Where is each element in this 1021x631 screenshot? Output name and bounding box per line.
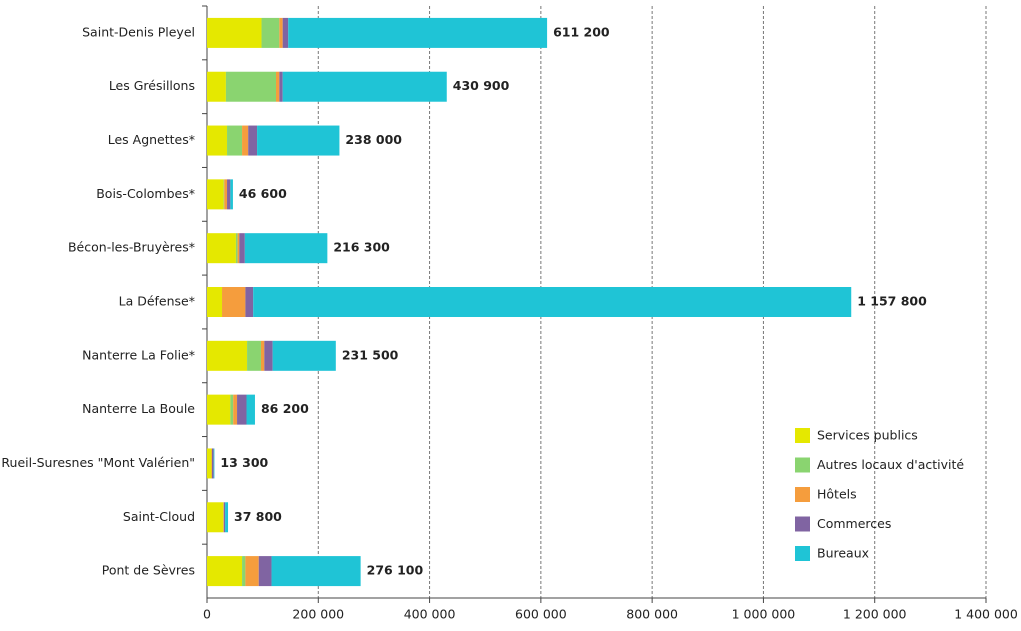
y-tick-label: Les Grésillons [109,78,195,93]
bar-segment [224,179,227,209]
bar-segment [214,448,215,478]
total-label: 46 600 [239,186,287,201]
bar-segment [207,126,227,156]
bar-segment [230,179,233,209]
legend-label: Autres locaux d'activité [817,457,964,472]
bar-segment [207,233,236,263]
bar-segment [223,502,224,532]
bar-segment [276,72,279,102]
bar-segment [245,556,258,586]
bar-segment [272,556,361,586]
total-label: 37 800 [234,509,282,524]
bar-segment [247,341,261,371]
total-label: 430 900 [453,78,510,93]
legend-swatch [795,458,810,473]
bar-segment [259,556,272,586]
y-tick-label: Saint-Cloud [123,509,195,524]
legend-swatch [795,517,810,532]
bar-segment [257,126,339,156]
y-tick-label: Bécon-les-Bruyères* [68,240,195,255]
x-tick-label: 1 000 000 [732,607,796,622]
bar-segment [212,448,214,478]
bar-segment [230,395,233,425]
total-label: 611 200 [553,24,610,39]
total-label: 13 300 [220,455,268,470]
y-tick-label: Pont de Sèvres [102,563,195,578]
bar-segment [207,502,223,532]
total-label: 86 200 [261,401,309,416]
total-label: 276 100 [367,563,424,578]
legend-swatch [795,428,810,443]
y-tick-label: Saint-Denis Pleyel [82,24,195,39]
legend-label: Hôtels [817,487,857,502]
bar-segment [222,287,245,317]
y-tick-label: Les Agnettes* [108,132,195,147]
y-tick-label: La Défense* [119,294,195,309]
total-label: 238 000 [345,132,402,147]
legend-swatch [795,546,810,561]
bar-segment [273,341,336,371]
bar-segment [207,395,230,425]
bar-segment [226,72,276,102]
bar-segment [227,179,230,209]
bar-segment [207,341,247,371]
bar-segment [227,126,242,156]
bar-segment [207,448,211,478]
bar-segment [224,179,225,209]
bar-segment [288,18,547,48]
bar-segment [225,502,228,532]
bar-segment [247,395,255,425]
total-label: 231 500 [342,347,399,362]
bar-segment [236,233,238,263]
bar-segment [207,18,262,48]
total-label: 1 157 800 [857,294,927,309]
bar-segment [207,179,224,209]
bar-segment [238,233,240,263]
bar-segment [262,18,280,48]
bar-segment [233,395,237,425]
x-tick-label: 200 000 [292,607,344,622]
x-tick-label: 1 400 000 [954,607,1018,622]
legend-swatch [795,487,810,502]
y-tick-label: Nanterre La Boule [82,401,195,416]
legend-label: Services publics [817,428,918,443]
bar-segment [242,556,245,586]
bar-segment [261,341,264,371]
legend-label: Bureaux [817,546,869,561]
bar-segment [239,233,245,263]
y-tick-label: Bois-Colombes* [96,186,195,201]
bar-segment [237,395,246,425]
bar-segment [283,18,289,48]
x-tick-label: 1 200 000 [843,607,907,622]
y-tick-label: Rueil-Suresnes "Mont Valérien" [1,455,195,470]
x-tick-label: 400 000 [404,607,456,622]
bar-segment [283,72,447,102]
bar-segment [207,72,226,102]
x-tick-label: 800 000 [626,607,678,622]
bar-segment [245,287,253,317]
bar-segment [248,126,257,156]
x-tick-label: 0 [203,607,211,622]
bar-segment [279,72,282,102]
x-tick-label: 600 000 [515,607,567,622]
y-tick-label: Nanterre La Folie* [82,347,195,362]
total-label: 216 300 [333,240,390,255]
bar-segment [253,287,851,317]
legend-label: Commerces [817,516,891,531]
bar-segment [242,126,248,156]
bar-segment [207,287,222,317]
bar-segment [224,502,225,532]
bar-segment [264,341,272,371]
bar-segment [211,448,212,478]
bar-segment [279,18,282,48]
bar-segment [207,556,242,586]
bar-segment [245,233,328,263]
